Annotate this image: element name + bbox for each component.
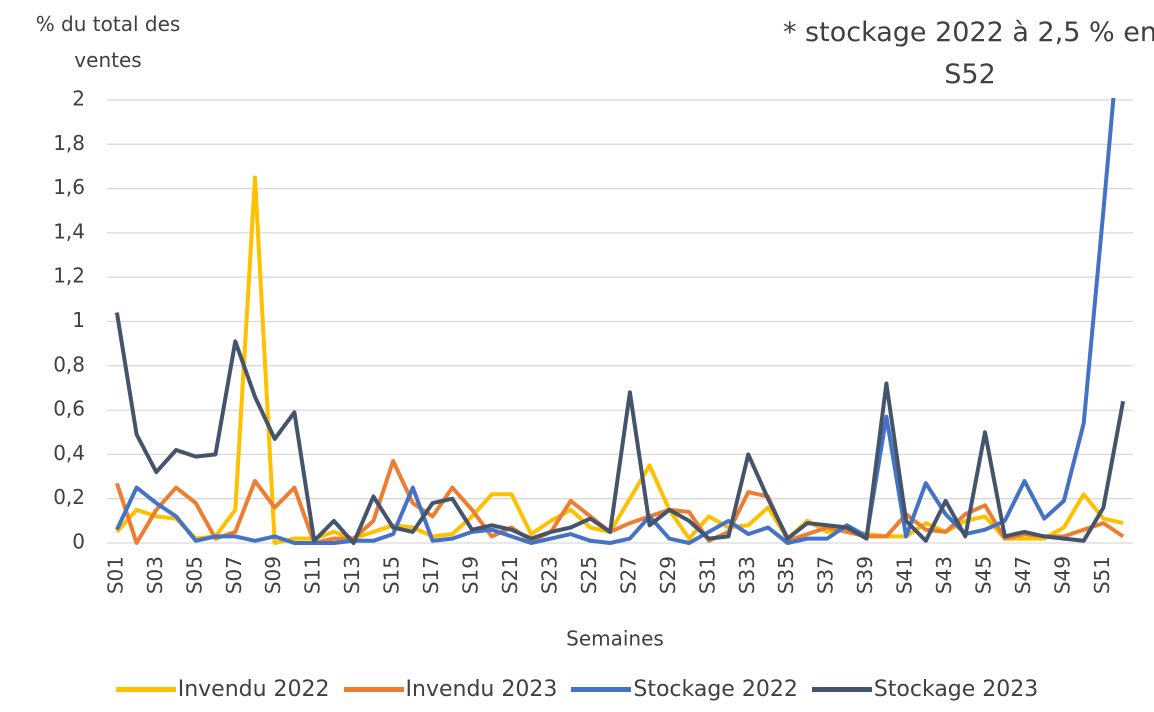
annotation: * stockage 2022 à 2,5 % en S52 <box>782 17 1154 90</box>
x-tick-label: S25 <box>577 556 601 594</box>
legend-item: Invendu 2022 <box>115 677 330 702</box>
x-tick-label: S23 <box>537 556 561 594</box>
grid: 0 0,2 0,4 0,6 0,8 1 1,2 1,4 1,6 1,8 2 S01 S03 S05 S07 S… <box>53 87 1133 594</box>
legend-item: Invendu 2023 <box>343 677 558 702</box>
x-tick-label: S09 <box>261 556 285 594</box>
x-tick-label: S51 <box>1090 556 1114 594</box>
x-tick-label: S13 <box>340 556 364 594</box>
x-tick-label: S07 <box>222 556 246 594</box>
legend-label: Invendu 2022 <box>177 677 330 702</box>
y-tick-label: 0,8 <box>53 352 85 376</box>
y-tick-label: 1,4 <box>53 219 85 243</box>
x-tick-label: S43 <box>932 556 956 594</box>
plot-lines <box>114 98 1126 545</box>
y-tick-label: 1,2 <box>53 264 85 288</box>
x-axis-label: Semaines <box>566 627 664 651</box>
x-tick-label: S41 <box>893 556 917 594</box>
series-line <box>114 312 1126 545</box>
y-tick-label: 2 <box>72 87 85 111</box>
y-tick-label: 0,6 <box>53 397 85 421</box>
legend-swatch <box>811 687 872 692</box>
y-tick-label: 0,4 <box>53 441 85 465</box>
x-tick-label: S11 <box>301 556 325 594</box>
legend-label: Stockage 2022 <box>633 677 798 702</box>
y-tick-label: 0 <box>72 530 85 554</box>
legend-item: Stockage 2022 <box>571 677 798 702</box>
x-tick-label: S35 <box>774 556 798 594</box>
x-tick-label: S39 <box>853 556 877 594</box>
x-tick-label: S33 <box>735 556 759 594</box>
legend-item: Stockage 2023 <box>811 677 1039 702</box>
series-line <box>115 98 1116 545</box>
x-tick-label: S17 <box>419 556 443 594</box>
x-tick-label: S29 <box>656 556 680 594</box>
legend: Invendu 2022 Invendu 2023 Stockage 2022 Sto… <box>0 677 1154 702</box>
x-tick-label: S49 <box>1050 556 1074 594</box>
x-tick-label: S47 <box>1011 556 1035 594</box>
y-tick-label: 1,8 <box>53 131 85 155</box>
legend-swatch <box>571 687 632 692</box>
x-tick-label: S31 <box>695 556 719 594</box>
x-tick-label: S21 <box>498 556 522 594</box>
legend-swatch <box>343 687 404 692</box>
legend-label: Stockage 2023 <box>873 677 1039 702</box>
x-tick-label: S45 <box>972 556 996 594</box>
y-axis-label: % du total des ventes <box>35 12 181 72</box>
x-tick-label: S19 <box>459 556 483 594</box>
y-tick-label: 1 <box>72 308 85 332</box>
x-tick-label: S03 <box>143 556 167 594</box>
y-tick-label: 0,2 <box>53 485 85 509</box>
x-tick-label: S05 <box>182 556 206 594</box>
x-tick-label: S27 <box>616 556 640 594</box>
x-tick-label: S37 <box>814 556 838 594</box>
legend-swatch <box>115 687 176 692</box>
x-tick-label: S01 <box>103 556 127 594</box>
legend-label: Invendu 2023 <box>405 677 558 702</box>
y-tick-label: 1,6 <box>53 175 85 199</box>
x-tick-label: S15 <box>380 556 404 594</box>
